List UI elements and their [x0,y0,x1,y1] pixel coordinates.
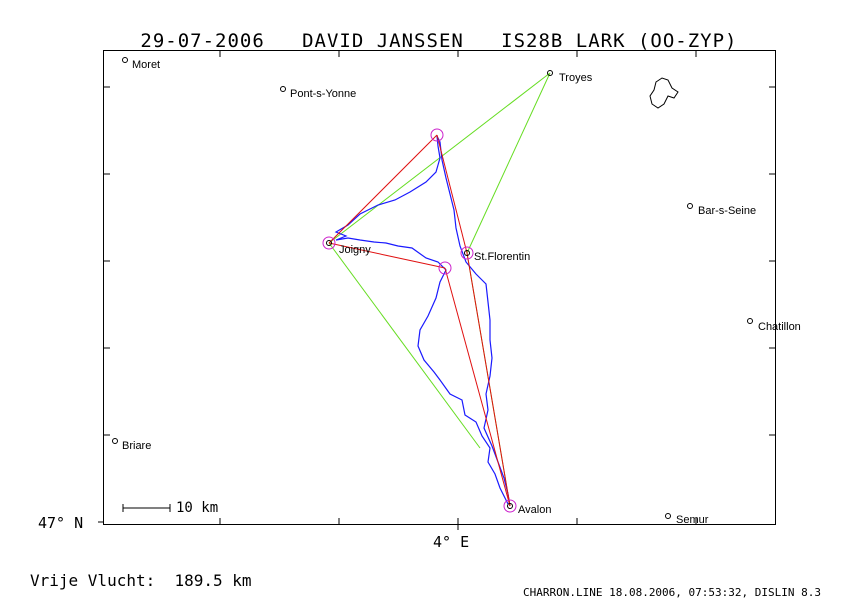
turnpoint-5 [503,499,517,513]
town-joigny: Joigny [326,240,371,256]
town-bar-s-seine: Bar-s-Seine [687,203,756,217]
town-st-florentin: St.Florentin [464,250,530,263]
town-label-semur: Semur [676,514,709,526]
summary-label: Vrije Vlucht: [30,571,156,590]
turnpoints [322,128,517,513]
town-label-avalon: Avalon [518,504,551,516]
turnpoint-4 [460,246,474,260]
longitude-label: 4° E [433,533,470,551]
pilot-name: DAVID JANSSEN [302,30,464,52]
gps-track [334,135,511,507]
latitude-label: 47° N [38,514,84,532]
frame-ticks [98,50,776,530]
green-task-lines [328,72,551,507]
town-markers: Moret Pont-s-Yonne Troyes Bar-s-Seine Jo… [112,57,801,526]
footer-info: CHARRON.LINE 18.08.2006, 07:53:32, DISLI… [522,586,821,599]
summary-distance: 189.5 km [174,571,252,590]
red-task-lines [328,134,511,507]
flight-date: 29-07-2006 [140,30,265,52]
town-chatillon: Chatillon [747,318,801,333]
glider-name: IS28B LARK (OO-ZYP) [501,30,738,52]
town-label-pont-s-yonne: Pont-s-Yonne [290,88,356,100]
town-troyes: Troyes [547,70,593,84]
turnpoint-1 [430,128,444,142]
town-pont-s-yonne: Pont-s-Yonne [280,86,356,100]
town-avalon: Avalon [507,503,551,516]
town-semur: Semur [665,513,709,526]
town-label-bar-s-seine: Bar-s-Seine [698,205,756,217]
town-label-joigny: Joigny [339,244,371,256]
flight-summary: Vrije Vlucht: 189.5 km [30,571,252,590]
turnpoint-3 [438,261,452,275]
flight-title: 29-07-2006 DAVID JANSSEN IS28B LARK (OO-… [0,8,853,52]
town-moret: Moret [122,57,160,71]
scale-bar-label: 10 km [176,500,219,516]
town-label-chatillon: Chatillon [758,321,801,333]
town-label-briare: Briare [122,440,151,452]
scale-bar [122,504,171,512]
town-briare: Briare [112,438,151,452]
turnpoint-2 [322,236,336,250]
town-label-st-florentin: St.Florentin [474,251,530,263]
map-frame [103,50,776,525]
town-label-moret: Moret [132,59,160,71]
lake-outline [649,77,679,109]
town-label-troyes: Troyes [559,72,593,84]
